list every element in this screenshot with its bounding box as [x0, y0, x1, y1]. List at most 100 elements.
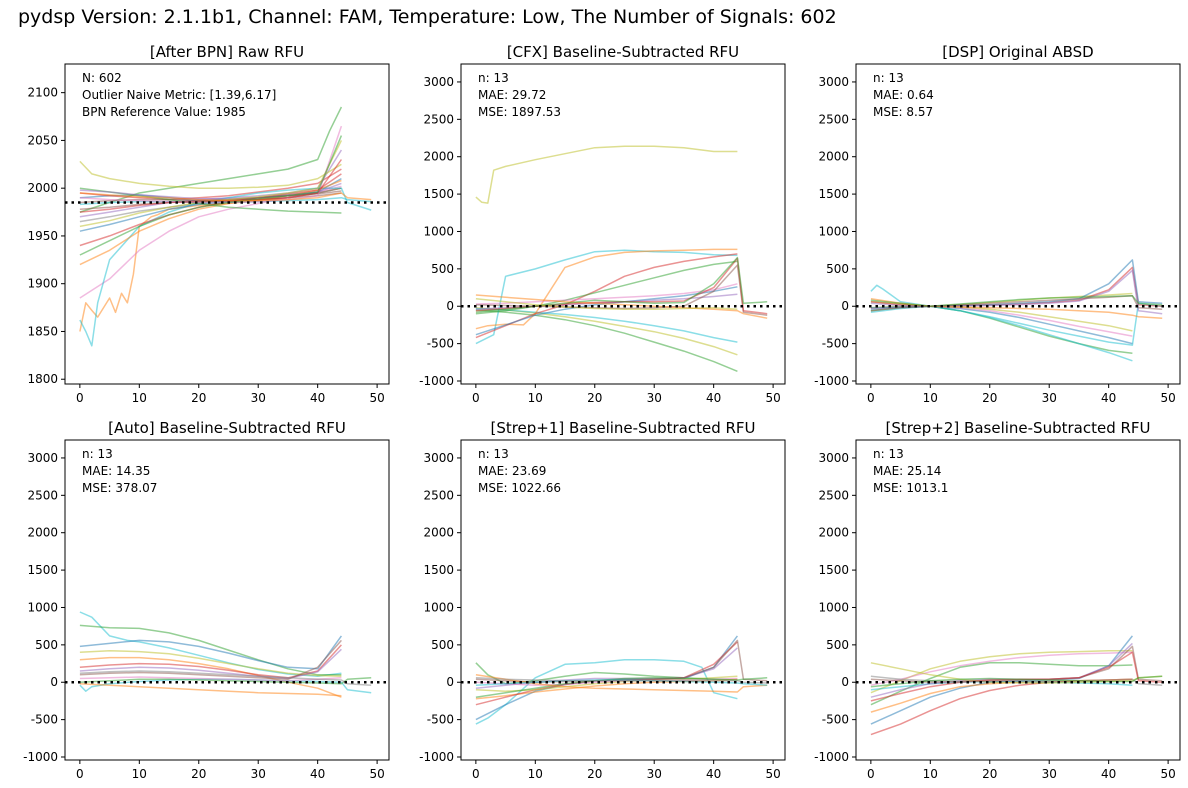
y-tick-label: 1500 [27, 563, 58, 577]
x-tick-label: 50 [369, 767, 384, 781]
subplot-title: [Strep+2] Baseline-Subtracted RFU [885, 419, 1150, 437]
y-tick-label: 2500 [818, 488, 849, 502]
series-line-20 [79, 159, 343, 213]
y-tick-label: -500 [31, 713, 58, 727]
y-tick-label: 0 [50, 675, 58, 689]
y-tick-label: 1000 [818, 224, 849, 238]
series-line-9 [79, 160, 342, 189]
figure-suptitle: pydsp Version: 2.1.1b1, Channel: FAM, Te… [18, 6, 837, 28]
subplot-title: [After BPN] Raw RFU [150, 43, 304, 61]
x-tick-label: 0 [867, 391, 875, 405]
series-line-9 [475, 639, 768, 683]
subplot-3: 0 10 20 30 40 50 -1000 -500 0 500 1000 1500 2000 2500… [814, 43, 1181, 405]
y-tick-label: 3000 [423, 451, 454, 465]
series-line-21 [79, 135, 343, 256]
x-tick-label: 40 [706, 391, 721, 405]
x-tick-label: 30 [647, 767, 662, 781]
y-tick-label: 1500 [423, 187, 454, 201]
series-group [475, 145, 768, 372]
x-tick-label: 10 [923, 391, 938, 405]
series-line-2 [870, 650, 1133, 694]
series-line-10 [475, 677, 768, 698]
x-tick-label: 40 [706, 767, 721, 781]
axes-frame [855, 63, 1181, 385]
series-group [475, 635, 768, 725]
y-tick-label: 0 [446, 299, 454, 313]
x-tick-label: 0 [867, 767, 875, 781]
x-tick-label: 20 [191, 391, 206, 405]
y-tick-label: 500 [826, 638, 849, 652]
series-line-13 [870, 295, 1163, 307]
annotation-text: N: 602 [82, 71, 122, 85]
x-tick-label: 10 [528, 767, 543, 781]
series-line-1 [870, 284, 1163, 346]
series-line-13 [475, 677, 768, 684]
y-tick-label: 2050 [27, 133, 58, 147]
series-line-14 [475, 294, 768, 319]
y-tick-label: 500 [431, 262, 454, 276]
series-line-13 [870, 675, 1163, 688]
y-tick-label: 1000 [423, 600, 454, 614]
axes-frame [460, 63, 786, 385]
series-line-22 [79, 192, 372, 202]
x-tick-label: 50 [1160, 767, 1175, 781]
series-line-12 [79, 682, 342, 697]
x-tick-label: 20 [587, 391, 602, 405]
x-tick-label: 50 [369, 391, 384, 405]
y-tick-label: 1500 [818, 187, 849, 201]
series-line-16 [475, 298, 738, 310]
y-tick-label: 2000 [27, 181, 58, 195]
annotation-text: MAE: 0.64 [873, 88, 934, 102]
series-line-2 [79, 624, 342, 676]
series-line-2 [870, 305, 1133, 355]
series-group [79, 611, 372, 698]
x-tick-label: 20 [191, 767, 206, 781]
series-line-3 [475, 306, 738, 356]
series-line-4 [475, 307, 738, 343]
annotation-text: n: 13 [873, 447, 904, 461]
subplot-title: [Strep+1] Baseline-Subtracted RFU [490, 419, 755, 437]
series-line-6 [475, 248, 738, 330]
subplot-title: [Auto] Baseline-Subtracted RFU [108, 419, 346, 437]
annotation-text: MSE: 378.07 [82, 481, 157, 495]
series-line-9 [79, 639, 342, 681]
y-tick-label: 2100 [27, 86, 58, 100]
y-tick-label: 2000 [818, 526, 849, 540]
axes-frame [64, 439, 390, 761]
y-tick-label: 2500 [818, 112, 849, 126]
annotation-text: n: 13 [82, 447, 113, 461]
x-tick-label: 0 [472, 391, 480, 405]
annotation-text: MSE: 1897.53 [478, 105, 561, 119]
y-tick-label: 500 [431, 638, 454, 652]
subplot-4: 0 10 20 30 40 50 -1000 -500 0 500 1000 1500 2000 2500… [23, 419, 390, 781]
series-line-5 [475, 249, 738, 345]
x-tick-label: 0 [76, 391, 84, 405]
x-tick-label: 10 [132, 767, 147, 781]
series-line-1 [475, 145, 738, 204]
series-line-2 [475, 309, 738, 372]
y-tick-label: 500 [826, 262, 849, 276]
y-tick-label: 2000 [27, 526, 58, 540]
series-line-2 [79, 187, 342, 332]
y-tick-label: 1500 [818, 563, 849, 577]
y-tick-label: 2500 [423, 488, 454, 502]
axes-frame [460, 439, 786, 761]
x-tick-label: 40 [1101, 767, 1116, 781]
x-tick-label: 10 [132, 391, 147, 405]
annotation-text: n: 13 [478, 71, 509, 85]
y-tick-label: -1000 [23, 750, 58, 764]
series-group [79, 106, 372, 347]
x-tick-label: 30 [1042, 391, 1057, 405]
y-tick-label: 2000 [818, 150, 849, 164]
series-line-11 [79, 677, 372, 685]
series-line-4 [79, 168, 342, 201]
series-line-3 [870, 651, 1133, 686]
y-tick-label: 1850 [27, 324, 58, 338]
y-tick-label: 1500 [423, 563, 454, 577]
series-group [870, 635, 1163, 736]
series-line-6 [870, 305, 1133, 332]
y-tick-label: 0 [446, 675, 454, 689]
subplot-5: 0 10 20 30 40 50 -1000 -500 0 500 1000 1500 2000 2500… [419, 419, 786, 781]
x-tick-label: 40 [310, 391, 325, 405]
y-tick-label: -500 [427, 713, 454, 727]
